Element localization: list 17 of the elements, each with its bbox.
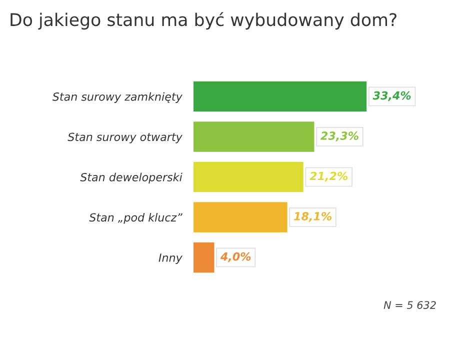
bar <box>194 242 214 273</box>
chart-title: Do jakiego stanu ma być wybudowany dom? <box>10 12 396 30</box>
bar <box>194 122 314 152</box>
bar <box>194 81 367 112</box>
data-label: 33,4% <box>372 91 411 102</box>
y-tick-label: Stan surowy otwarty <box>68 132 183 144</box>
bar <box>194 202 288 232</box>
text: N = 5 632 <box>384 301 436 309</box>
data-label: 4,0% <box>220 252 251 262</box>
data-label: 18,1% <box>294 212 332 222</box>
y-tick-label: Stan deweloperski <box>80 172 182 184</box>
y-tick-label: Stan „pod klucz” <box>89 213 182 224</box>
bar <box>194 162 304 192</box>
data-label: 23,3% <box>320 132 358 142</box>
y-tick-label: Inny <box>158 254 183 264</box>
data-label: 21,2% <box>310 172 348 182</box>
y-tick-label: Stan surowy zamknięty <box>52 92 183 103</box>
